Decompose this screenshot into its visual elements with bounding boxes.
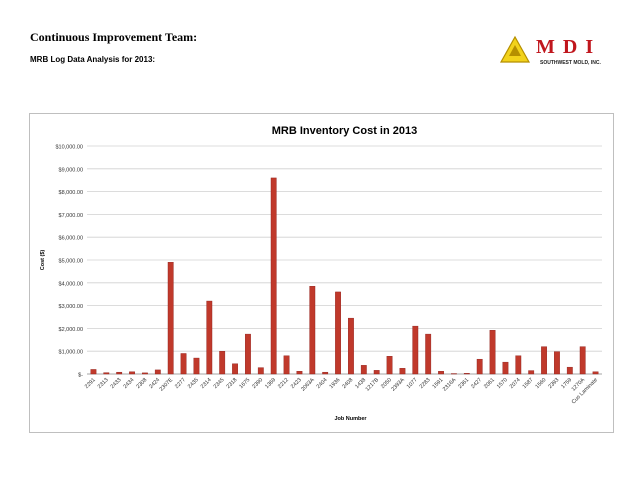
bar [373,370,380,375]
bar [167,262,174,375]
bar [103,372,110,375]
bar [489,330,496,375]
y-tick-label: $8,000.00 [59,190,83,196]
x-tick-label: 2427 [470,377,483,390]
bar [309,286,316,375]
x-tick-label: 1936 [329,377,342,390]
logo-letters: MDI [536,36,601,58]
bar [154,369,161,375]
bar [283,355,290,375]
bar [592,371,599,375]
bar [554,351,560,375]
bar [193,357,200,375]
bar [360,365,367,375]
x-tick-label: 1077 [406,377,419,390]
bar [335,291,341,375]
x-tick-label: 2433 [110,377,123,390]
logo-tagline: SOUTHWEST MOLD, INC. [540,60,601,66]
bar [579,346,586,375]
x-tick-label: 2277 [174,377,187,390]
bar [129,371,135,375]
bar [515,355,522,375]
bar [386,356,393,375]
page-title: Continuous Improvement Team: [30,30,198,44]
bar [296,371,303,375]
y-tick-label: $7,000.00 [59,213,83,219]
page-subtitle: MRB Log Data Analysis for 2013: [30,55,156,64]
bar [425,333,432,375]
x-tick-label: 2291 [84,377,97,390]
bar [528,370,535,375]
x-tick-label: 2390 [251,377,264,390]
bar [412,325,419,375]
bar [322,371,329,375]
x-tick-label: 2308 [135,377,148,390]
y-tick-label: $1,000.00 [59,350,83,356]
x-tick-label: 1369 [264,377,277,390]
x-tick-label: 2361 [457,377,470,390]
bar [90,369,97,375]
x-tick-label: 2393 [547,377,560,390]
x-tick-label: 2404 [316,377,329,390]
x-tick-label: 2212 [277,377,290,390]
bar [541,346,547,375]
bar [566,366,573,375]
x-tick-label: 2345 [213,377,226,390]
y-tick-label: $- [78,373,83,379]
bar [502,361,509,375]
bar [438,371,444,375]
x-tick-label: 2408 [341,377,354,390]
chart-frame: MRB Inventory Cost in 2013 $- $1,000.00 $2,… [29,113,614,433]
bar-chart: MRB Inventory Cost in 2013 $- $1,000.00 $2,… [40,125,602,422]
company-logo: MDI SOUTHWEST MOLD, INC. [498,34,608,68]
x-tick-label: 2313 [97,377,110,390]
bar [476,358,483,375]
y-tick-label: $3,000.00 [59,304,83,310]
x-tick-label: 2316A [442,377,458,393]
x-tick-label: 2318 [226,377,239,390]
bar [142,372,148,375]
bar [180,353,187,375]
x-tick-label: 2061 [483,377,496,390]
x-tick-label: 2074 [509,377,522,390]
bar [232,363,238,375]
x-tick-label: 2314 [200,377,213,390]
x-tick-label: 2307E [159,377,175,393]
y-tick-label: $6,000.00 [59,236,83,242]
bar [219,350,226,375]
bar [399,368,406,375]
y-tick-label: $5,000.00 [59,259,83,265]
bar [116,371,123,375]
bar [270,177,277,375]
x-axis-label: Job Number [334,416,367,422]
y-tick-label: $9,000.00 [59,167,83,173]
bar [257,367,264,375]
x-tick-label: 2434 [123,377,136,390]
bar [451,373,457,375]
chart-title: MRB Inventory Cost in 2013 [272,125,417,137]
x-tick-label: 2063A [300,377,316,393]
x-tick-label: 1675 [238,377,251,390]
bar [245,333,251,375]
y-tick-label: $4,000.00 [59,281,83,287]
y-axis-label: Cost ($) [40,250,46,271]
x-tick-label: 2393A [390,377,406,393]
bar [463,373,470,375]
x-tick-label: 1570 [496,377,509,390]
x-tick-label: 1587 [522,377,535,390]
y-tick-label: $2,000.00 [59,327,83,333]
x-tick-label: 2283 [419,377,432,390]
x-tick-label: 1217B [365,377,381,393]
bar [206,300,213,375]
bar [348,317,354,375]
y-tick-label: $10,000.00 [55,145,83,151]
x-tick-label: 2435 [187,377,200,390]
x-tick-label: 1560 [535,377,548,390]
